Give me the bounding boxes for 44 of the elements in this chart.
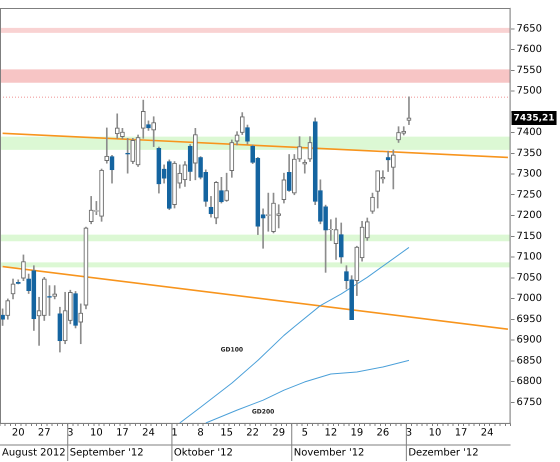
y-tick-label: 7500 bbox=[516, 86, 542, 97]
y-tick-label: 7600 bbox=[516, 44, 542, 56]
x-tick-label: 20 bbox=[12, 428, 25, 439]
x-tick-label: 19 bbox=[350, 428, 364, 439]
x-tick-label: 27 bbox=[38, 428, 51, 439]
y-tick-label: 6900 bbox=[516, 334, 542, 346]
y-tick-label: 7250 bbox=[516, 189, 542, 200]
y-tick-label: 6950 bbox=[516, 314, 542, 325]
y-tick-label: 7300 bbox=[516, 168, 542, 180]
x-tick-label: 8 bbox=[197, 428, 204, 439]
x-tick-label: 24 bbox=[142, 428, 155, 439]
y-tick-label: 7050 bbox=[516, 272, 542, 284]
y-tick-label: 7350 bbox=[516, 148, 542, 159]
y-tick-label: 7150 bbox=[516, 230, 542, 242]
x-tick-label: 3 bbox=[406, 428, 412, 439]
x-tick-label: 17 bbox=[116, 428, 129, 439]
y-tick-label: 6800 bbox=[516, 376, 542, 388]
text: September '12 bbox=[70, 448, 144, 459]
x-tick-label: 22 bbox=[246, 428, 260, 439]
x-tick-label: 29 bbox=[272, 428, 286, 439]
text: November '12 bbox=[294, 448, 364, 459]
y-tick-label: 7400 bbox=[516, 127, 542, 138]
text: August 2012 bbox=[2, 448, 66, 459]
x-tick-label: 15 bbox=[220, 428, 233, 439]
y-tick-label: 6750 bbox=[516, 396, 542, 408]
x-tick-label: 1 bbox=[171, 428, 178, 439]
x-tick-label: 24 bbox=[480, 428, 494, 439]
y-tick-label: 6850 bbox=[516, 355, 542, 366]
x-tick-label: 10 bbox=[90, 428, 103, 439]
candlestick bbox=[406, 96, 412, 125]
x-tick-label: 26 bbox=[376, 428, 390, 439]
y-tick-label: 7650 bbox=[516, 23, 542, 34]
x-tick-label: 5 bbox=[302, 428, 308, 439]
text: Oktober '12 bbox=[174, 448, 233, 459]
y-tick-label: 7200 bbox=[516, 210, 542, 222]
x-tick-label: 3 bbox=[67, 428, 74, 439]
y-tick-label: 7000 bbox=[516, 293, 542, 304]
x-tick-label: 12 bbox=[324, 428, 338, 439]
x-tick-label: 10 bbox=[428, 428, 442, 439]
x-tick-label: 17 bbox=[454, 428, 468, 439]
text: 7435,21 bbox=[514, 113, 555, 124]
y-tick-label: 7100 bbox=[516, 252, 542, 263]
text: Dezember '12 bbox=[408, 448, 479, 459]
y-tick-label: 7550 bbox=[516, 64, 542, 76]
